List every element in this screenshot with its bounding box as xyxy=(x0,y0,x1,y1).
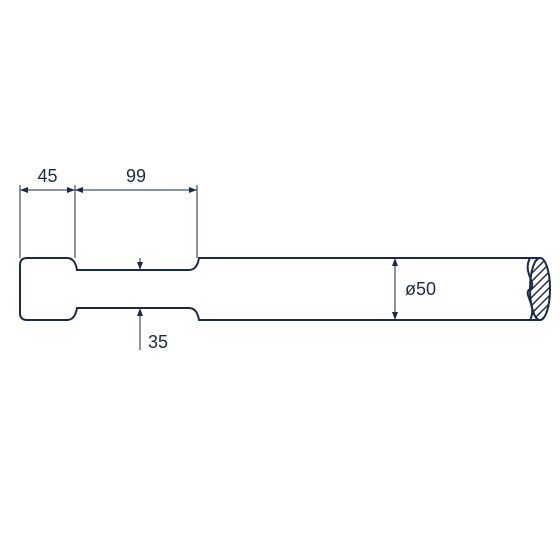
dim-label-dia: ø50 xyxy=(405,279,436,299)
arrow xyxy=(392,258,398,266)
arrow xyxy=(189,187,197,193)
hatch-line xyxy=(526,323,554,351)
arrow xyxy=(20,187,28,193)
dim-label-35: 35 xyxy=(148,332,168,352)
technical-drawing: 45 99 35 ø50 xyxy=(0,0,560,560)
outline-top xyxy=(27,258,540,270)
outline-bottom xyxy=(27,308,540,320)
arrow xyxy=(67,187,75,193)
arrow xyxy=(137,262,143,270)
arrow xyxy=(75,187,83,193)
left-end xyxy=(20,258,27,320)
arrow xyxy=(137,308,143,316)
arrow xyxy=(392,312,398,320)
break-line xyxy=(528,258,533,320)
dim-label-99: 99 xyxy=(126,166,146,186)
dim-label-45: 45 xyxy=(37,166,57,186)
